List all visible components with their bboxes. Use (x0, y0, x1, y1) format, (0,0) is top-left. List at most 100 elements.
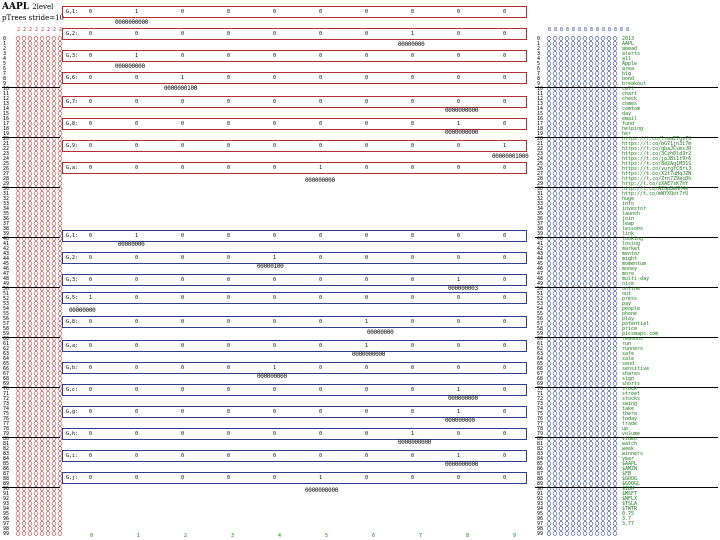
dot (51, 501, 57, 506)
dot (45, 371, 51, 376)
dot (576, 271, 582, 276)
dot (33, 391, 39, 396)
dot (558, 356, 564, 361)
dot (27, 381, 33, 386)
dot (15, 451, 21, 456)
dot (582, 211, 588, 216)
dot (558, 111, 564, 116)
right-row-number: 32 (537, 196, 544, 202)
dot (552, 431, 558, 436)
dot (576, 146, 582, 151)
box-value: 1 (503, 143, 507, 149)
box-label: G,5: (66, 295, 79, 301)
dot (588, 326, 594, 331)
box-value: 0 (457, 143, 461, 149)
left-row-number: 39 (3, 231, 10, 237)
dot (33, 51, 39, 56)
dot (51, 261, 57, 266)
dot (606, 231, 612, 236)
dot (27, 236, 33, 241)
dot (33, 496, 39, 501)
dot (606, 426, 612, 431)
dot (21, 166, 27, 171)
box-value: 0 (319, 409, 323, 415)
dot (39, 376, 45, 381)
dot (564, 466, 570, 471)
dot (51, 216, 57, 221)
dot (27, 391, 33, 396)
word-entry: 3.7 (622, 516, 632, 522)
left-row-number: 13 (3, 101, 10, 107)
dot (606, 241, 612, 246)
dot (21, 316, 27, 321)
dot (39, 61, 45, 66)
dot (570, 361, 576, 366)
dot (57, 331, 63, 336)
word-entry: fund (622, 121, 635, 127)
dot (27, 211, 33, 216)
dot (33, 331, 39, 336)
dot (57, 206, 63, 211)
dot (546, 461, 552, 466)
dot (594, 196, 600, 201)
dot (57, 246, 63, 251)
dot (546, 361, 552, 366)
dot (594, 141, 600, 146)
dot (564, 306, 570, 311)
dot (564, 111, 570, 116)
dot (612, 101, 618, 106)
dot (606, 466, 612, 471)
dot (45, 386, 51, 391)
word-entry: leap (622, 221, 635, 227)
dot (594, 171, 600, 176)
dot (15, 46, 21, 51)
dot (594, 126, 600, 131)
dot (27, 266, 33, 271)
dot (594, 296, 600, 301)
dot (546, 351, 552, 356)
dot (576, 71, 582, 76)
dot (552, 126, 558, 131)
right-row-number: 26 (537, 166, 544, 172)
box-value: 0 (89, 319, 93, 325)
right-header-digit: 8 (578, 27, 582, 33)
box-value: 0 (411, 343, 415, 349)
dot (582, 241, 588, 246)
dot (564, 66, 570, 71)
dot (606, 81, 612, 86)
dot (39, 371, 45, 376)
dot (582, 156, 588, 161)
dot (27, 471, 33, 476)
dot (594, 461, 600, 466)
dot (51, 241, 57, 246)
dot (570, 366, 576, 371)
dot (612, 511, 618, 516)
dot (21, 266, 27, 271)
dot (15, 481, 21, 486)
dot (558, 366, 564, 371)
dot (27, 366, 33, 371)
dot (57, 516, 63, 521)
dot (576, 456, 582, 461)
dot (612, 221, 618, 226)
dot (612, 151, 618, 156)
dot (45, 351, 51, 356)
ptree-box: G,7: 0 0 0 0 0 0 0 0 0 0 (62, 96, 527, 108)
dot (552, 271, 558, 276)
dot (33, 401, 39, 406)
right-row-number: 97 (537, 521, 544, 527)
dot (612, 211, 618, 216)
dot (552, 176, 558, 181)
dot (27, 426, 33, 431)
dot (45, 156, 51, 161)
dot (15, 331, 21, 336)
box-value: 0 (365, 453, 369, 459)
dot (57, 486, 63, 491)
box-value: 0 (319, 255, 323, 261)
dot (558, 341, 564, 346)
box-value: 0 (89, 431, 93, 437)
dot (27, 156, 33, 161)
dot (27, 451, 33, 456)
dot (21, 176, 27, 181)
dot (552, 466, 558, 471)
